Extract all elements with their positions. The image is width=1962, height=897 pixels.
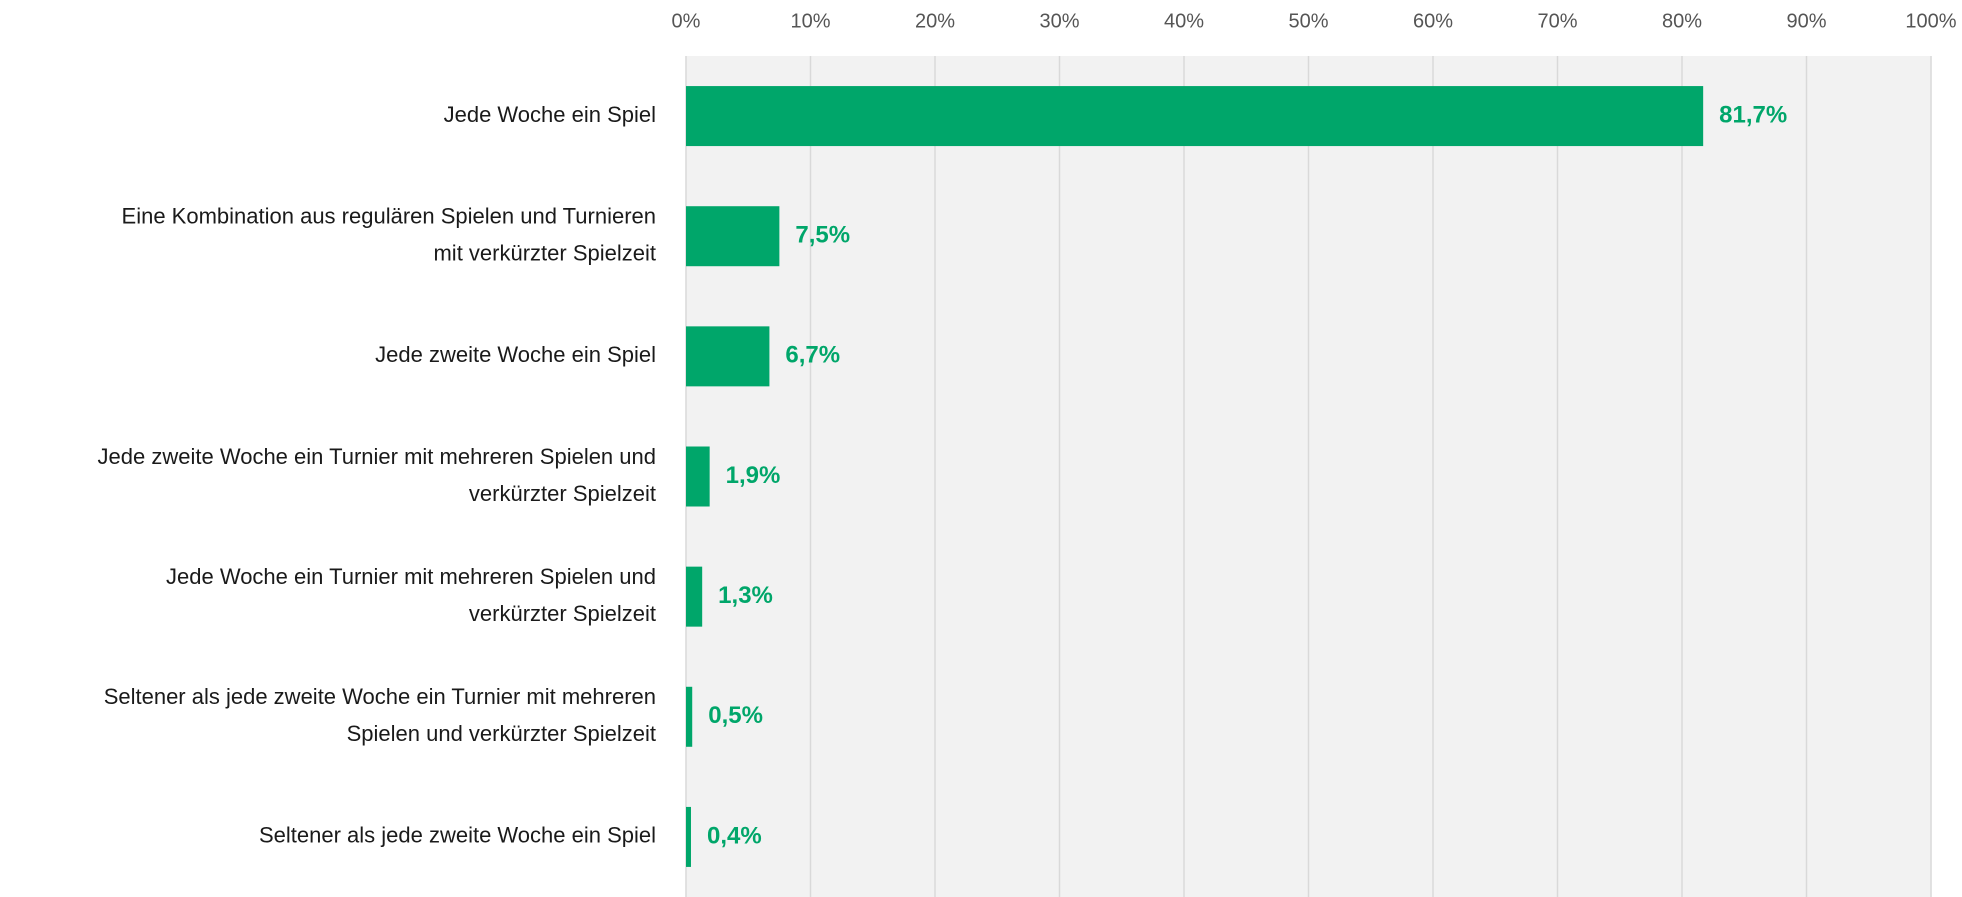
x-tick-label: 20% (915, 10, 955, 32)
x-tick-label: 70% (1537, 10, 1577, 32)
bar (686, 806, 691, 867)
value-label: 81,7% (1719, 101, 1787, 128)
value-label: 6,7% (785, 342, 840, 369)
y-tick-label: mit verkürzter Spielzeit (433, 241, 656, 266)
y-tick-label: Jede Woche ein Turnier mit mehreren Spie… (166, 564, 656, 589)
bar (686, 86, 1704, 147)
x-tick-label: 80% (1662, 10, 1702, 32)
y-tick-label: Seltener als jede zweite Woche ein Spiel (259, 823, 656, 848)
y-tick-label: Jede zweite Woche ein Spiel (375, 342, 656, 367)
x-tick-label: 30% (1039, 10, 1079, 32)
y-tick-label: verkürzter Spielzeit (469, 481, 656, 506)
x-tick-label: 90% (1786, 10, 1826, 32)
y-tick-label: Spielen und verkürzter Spielzeit (347, 721, 656, 746)
x-tick-label: 50% (1288, 10, 1328, 32)
x-tick-label: 60% (1413, 10, 1453, 32)
y-tick-label: Jede zweite Woche ein Turnier mit mehrer… (98, 444, 656, 469)
value-label: 7,5% (795, 222, 850, 249)
value-label: 0,5% (708, 702, 763, 729)
value-label: 1,3% (718, 582, 773, 609)
y-tick-label: Seltener als jede zweite Woche ein Turni… (104, 684, 656, 709)
x-tick-label: 10% (790, 10, 830, 32)
y-tick-label: verkürzter Spielzeit (469, 601, 656, 626)
bar (686, 206, 780, 267)
x-tick-label: 0% (672, 10, 701, 32)
value-label: 1,9% (726, 462, 781, 489)
y-tick-label: Eine Kombination aus regulären Spielen u… (122, 204, 656, 229)
bar (686, 326, 770, 387)
x-tick-label: 40% (1164, 10, 1204, 32)
bar (686, 686, 693, 747)
y-tick-label: Jede Woche ein Spiel (444, 102, 656, 127)
bar (686, 566, 703, 627)
x-tick-label: 100% (1905, 10, 1956, 32)
value-label: 0,4% (707, 822, 762, 849)
bar (686, 446, 710, 507)
